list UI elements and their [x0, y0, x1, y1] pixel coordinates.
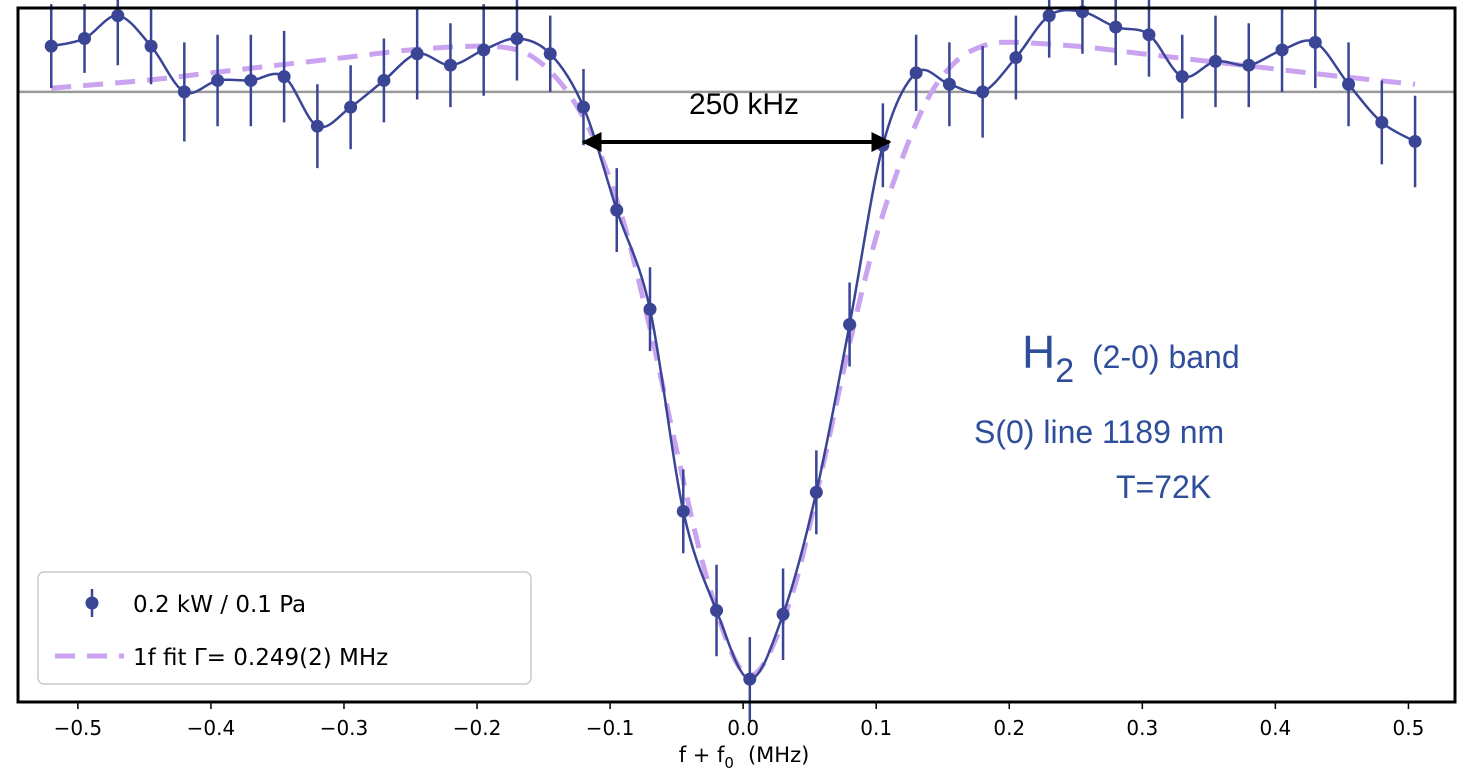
species-main: H: [1022, 326, 1055, 378]
data-point: [776, 607, 790, 621]
data-point: [1342, 77, 1356, 91]
x-tick-label: 0.1: [860, 716, 892, 740]
legend-label-fit: 1f fit Γ= 0.249(2) MHz: [133, 645, 388, 671]
data-point: [743, 672, 757, 686]
data-curve: [51, 8, 1416, 681]
data-point: [1109, 20, 1123, 34]
legend-point-marker: [85, 596, 99, 610]
data-point: [1142, 28, 1156, 42]
data-point: [443, 58, 457, 72]
data-point: [1175, 70, 1189, 84]
data-point: [543, 47, 557, 61]
data-point: [177, 85, 191, 99]
width-arrow: 250 kHz: [581, 88, 892, 152]
data-point: [1275, 43, 1289, 57]
x-tick-label: −0.1: [586, 716, 635, 740]
fit-curve: [51, 39, 1416, 678]
data-point: [410, 47, 424, 61]
data-point: [377, 73, 391, 87]
x-axis-label: f + f0 (MHz): [679, 743, 810, 769]
data-point: [1242, 58, 1256, 72]
x-tick-label: −0.5: [54, 716, 103, 740]
data-point: [1209, 54, 1222, 68]
legend: 0.2 kW / 0.1 Pa 1f fit Γ= 0.249(2) MHz: [37, 571, 532, 685]
x-tick-label: 0.5: [1393, 716, 1425, 740]
data-point: [676, 504, 690, 518]
legend-box: [37, 571, 532, 685]
x-tick-label: −0.2: [453, 716, 502, 740]
data-point: [144, 39, 158, 53]
data-point: [1375, 115, 1389, 129]
species-sub: 2: [1055, 352, 1074, 390]
x-axis-label-unit: (MHz): [748, 743, 809, 767]
data-point: [211, 73, 225, 87]
data-point: [843, 317, 857, 331]
x-tick-label: 0.4: [1259, 716, 1291, 740]
data-point: [510, 32, 524, 46]
data-point: [344, 100, 358, 114]
data-point: [277, 70, 291, 84]
data-point: [44, 39, 58, 53]
x-tick-label: 0.0: [727, 716, 759, 740]
x-tick-label: 0.2: [993, 716, 1025, 740]
data-point: [942, 77, 956, 91]
data-point: [576, 100, 590, 114]
x-axis-label-sub: 0: [724, 754, 734, 769]
x-axis-ticks: −0.5 −0.4 −0.3 −0.2 −0.1 0.0 0.1 0.2 0.3 0.4 0.5: [54, 702, 1425, 740]
data-point: [1408, 134, 1422, 148]
legend-label-data: 0.2 kW / 0.1 Pa: [133, 592, 306, 618]
data-points: [44, 5, 1422, 686]
data-point: [710, 603, 724, 617]
band-label: (2-0) band: [1092, 339, 1240, 375]
species-label: H2: [1022, 326, 1074, 390]
plot-frame: [16, 6, 1457, 704]
width-label: 250 kHz: [689, 88, 799, 121]
data-point: [1042, 9, 1056, 23]
data-point: [610, 203, 624, 217]
x-tick-label: −0.3: [320, 716, 369, 740]
data-point: [1308, 35, 1322, 49]
line-name-label: S(0) line 1189 nm: [974, 414, 1224, 450]
data-point: [976, 85, 990, 99]
data-point: [1009, 51, 1023, 65]
x-tick-label: −0.4: [187, 716, 236, 740]
data-point: [310, 119, 324, 133]
data-point: [78, 32, 92, 46]
data-point: [809, 485, 823, 499]
x-tick-label: 0.3: [1126, 716, 1158, 740]
data-point: [111, 9, 125, 23]
data-point: [643, 302, 657, 316]
line-annotation: H2 (2-0) band S(0) line 1189 nm T=72K: [974, 326, 1240, 505]
temperature-label: T=72K: [1116, 469, 1211, 505]
data-point: [244, 73, 258, 87]
data-point: [909, 66, 923, 80]
x-axis-label-main: f + f: [679, 743, 725, 767]
data-point: [477, 43, 491, 57]
